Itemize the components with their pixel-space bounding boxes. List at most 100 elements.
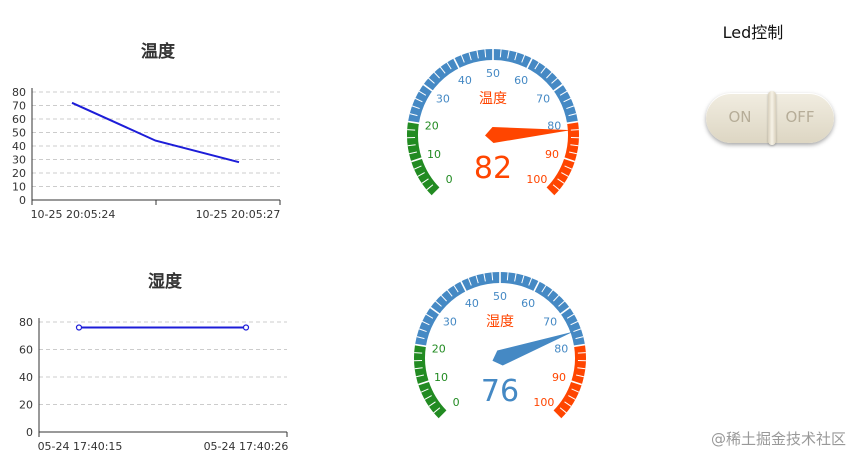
gauge-tick	[558, 306, 571, 316]
gauge-title: 湿度	[486, 314, 514, 330]
gauge-tick-label: 60	[521, 297, 535, 310]
gauge-tick	[420, 388, 429, 393]
x-tick-label: 05-24 17:40:26	[204, 440, 289, 453]
gauge-tick-label: 0	[453, 396, 460, 409]
gauge-tick	[570, 129, 579, 131]
gauge-tick	[413, 165, 422, 170]
gauge-band	[415, 272, 585, 347]
led-on-option[interactable]: ON	[728, 108, 752, 126]
humidity-chart-title: 湿度	[148, 272, 182, 292]
gauge-tick	[564, 401, 572, 407]
led-off-option[interactable]: OFF	[785, 108, 815, 126]
gauge-tick	[460, 281, 468, 294]
gauge-tick-label: 50	[486, 67, 500, 80]
gauge-tick	[553, 294, 560, 302]
gauge-tick-label: 30	[443, 316, 457, 329]
gauge-tick	[514, 273, 517, 282]
gauge-tick	[416, 336, 425, 340]
gauge-tick	[577, 352, 586, 354]
gauge-title: 温度	[479, 91, 507, 107]
y-tick-label: 60	[19, 344, 33, 357]
gauge-tick	[563, 97, 572, 103]
gauge-tick	[575, 336, 584, 340]
gauge-tick	[407, 120, 422, 125]
gauge-tick-label: 60	[514, 74, 528, 87]
x-tick-label: 10-25 20:05:27	[196, 208, 281, 221]
gauge-tick-label: 40	[458, 74, 472, 87]
gauge-tick-label: 70	[543, 316, 557, 329]
gauge-tick	[415, 374, 424, 378]
series-line	[71, 101, 240, 164]
y-tick-label: 80	[12, 86, 26, 99]
gauge-tick-label: 20	[432, 342, 446, 355]
gauge-tick	[570, 320, 579, 326]
gauge-tick	[407, 144, 416, 147]
gauge-tick	[414, 343, 429, 348]
led-toggle-switch[interactable]: ON OFF	[706, 91, 834, 145]
gauge-tick	[424, 395, 432, 400]
gauge-tick	[568, 395, 576, 400]
gauge-tick	[571, 343, 586, 348]
y-tick-label: 50	[12, 127, 26, 140]
gauge-tick	[484, 49, 487, 58]
gauge-tick	[559, 90, 568, 96]
y-tick-label: 20	[12, 167, 26, 180]
gauge-tick	[422, 83, 435, 93]
gauge-tick	[552, 184, 560, 191]
gauge-tick	[576, 374, 585, 378]
gauge-tick	[418, 328, 427, 333]
gauge-tick	[440, 294, 447, 302]
data-point	[242, 324, 250, 331]
watermark-text: @稀土掘金技术社区	[710, 430, 846, 448]
gauge-tick	[409, 113, 418, 117]
gauge-tick	[551, 409, 562, 420]
gauge-tick	[564, 120, 579, 125]
gauge-tick	[566, 313, 575, 319]
humidity-line-chart: 0 20 40 60 80 05-24 17:40:15 05-24 17:40:26	[19, 316, 289, 453]
data-point	[75, 324, 83, 331]
gauge-tick-label: 90	[545, 148, 559, 161]
gauge-tick	[433, 407, 441, 414]
gauge-tick	[546, 71, 553, 79]
gauge-tick	[491, 272, 494, 281]
gauge-tick	[446, 62, 452, 70]
gauge-tick	[569, 379, 583, 386]
gauge-tick	[558, 300, 565, 307]
gauge-tick-label: 50	[493, 290, 507, 303]
y-tick-label: 0	[19, 194, 26, 207]
gauge-tick	[435, 300, 442, 307]
gauge-tick	[467, 277, 472, 286]
gauge-tick-label: 0	[446, 173, 453, 186]
gauge-tick	[564, 165, 573, 170]
gauge-tick	[562, 156, 576, 163]
gauge-tick	[425, 313, 434, 319]
gauge-tick	[551, 83, 564, 93]
gauge-tick	[551, 77, 558, 84]
y-tick-label: 10	[12, 181, 26, 194]
gauge-tick	[410, 156, 424, 163]
y-tick-label: 20	[19, 399, 33, 412]
gauge-tick	[569, 151, 578, 155]
x-tick-label: 05-24 17:40:15	[38, 440, 123, 453]
gauge-tick	[566, 105, 575, 110]
gauge-tick	[414, 97, 423, 103]
y-tick-label: 40	[19, 371, 33, 384]
gauge-tick-label: 30	[436, 93, 450, 106]
gauge-tick	[446, 289, 453, 297]
gauge-tick	[561, 172, 569, 177]
gauge-tick	[439, 66, 446, 74]
gauge-tick-label: 10	[434, 371, 448, 384]
gauge-tick-label: 80	[547, 119, 561, 132]
gauge-tick	[577, 367, 586, 370]
gauge-tick	[568, 113, 577, 117]
gauge-tick	[534, 62, 540, 70]
humidity-gauge: 0 10 20 30 40 50 60 70 80 90 100 湿度 76	[414, 272, 586, 420]
gauge-tick	[418, 90, 427, 96]
gauge-tick	[506, 272, 509, 281]
toggle-knob[interactable]	[768, 91, 776, 145]
gauge-tick	[532, 281, 540, 294]
gauge-tick	[507, 50, 510, 59]
gauge-tick	[475, 275, 479, 284]
gauge-value: 76	[481, 374, 519, 409]
